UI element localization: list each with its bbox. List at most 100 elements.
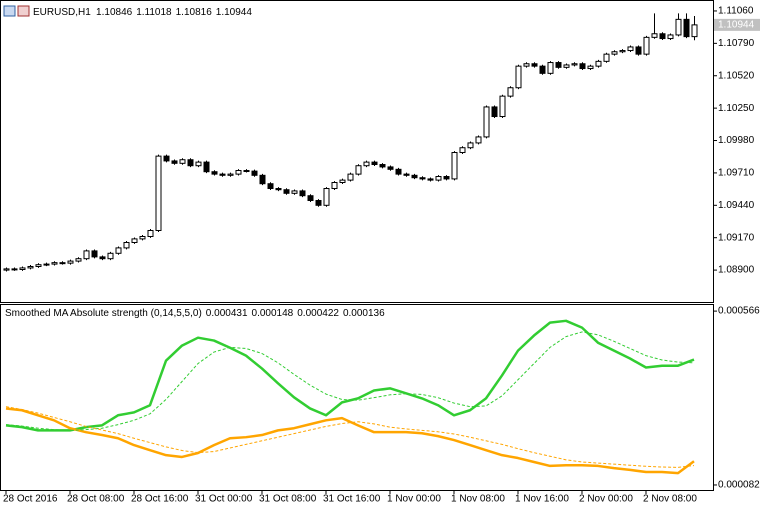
price-header: EURUSD,H1 1.10846 1.11018 1.10816 1.10944	[33, 7, 252, 18]
window-icon[interactable]	[3, 5, 30, 17]
candle-body	[587, 65, 594, 70]
x-tick-label: 31 Oct 08:00	[259, 494, 317, 505]
header-open: 1.10846	[96, 7, 133, 18]
y-tick-label: 1.10250	[718, 103, 755, 114]
candle-body	[451, 152, 458, 180]
candle-body	[243, 170, 250, 173]
candle-body	[267, 183, 274, 190]
candle-body	[379, 164, 386, 168]
header-low: 1.10816	[176, 7, 213, 18]
candle-body	[139, 235, 146, 240]
candle-body	[147, 229, 154, 237]
candle-body	[171, 160, 178, 164]
candle-body	[283, 189, 290, 194]
indicator-value: 0.000431	[206, 308, 248, 319]
candle-body	[683, 18, 690, 38]
x-tick-label: 2 Nov 00:00	[579, 494, 633, 505]
candle-body	[35, 264, 42, 267]
candle-body	[59, 262, 66, 265]
indicator-value: 0.000422	[297, 308, 339, 319]
candle-body	[131, 238, 138, 243]
candle-body	[339, 179, 346, 184]
indicator-value: 0.000136	[343, 308, 385, 319]
candle-body	[651, 33, 658, 38]
y-tick-label: 0.000082	[718, 480, 760, 491]
candle-body	[467, 142, 474, 149]
candle-body	[75, 258, 82, 262]
candle-body	[483, 106, 490, 138]
candle-body	[411, 174, 418, 179]
y-tick-label: 1.09170	[718, 232, 755, 243]
x-tick-label: 28 Oct 08:00	[67, 494, 125, 505]
candle-body	[99, 256, 106, 260]
x-tick-label: 31 Oct 00:00	[195, 494, 253, 505]
x-tick-label: 1 Nov 08:00	[451, 494, 505, 505]
candle-body	[331, 182, 338, 190]
candle-body	[571, 63, 578, 66]
candle-body	[459, 147, 466, 154]
x-tick-label: 1 Nov 16:00	[515, 494, 569, 505]
candle-body	[531, 63, 538, 67]
candle-body	[43, 263, 50, 266]
candle-body	[51, 262, 58, 265]
candle-body	[691, 24, 698, 38]
current-price-label: 1.10944	[718, 20, 755, 31]
candle-body	[123, 241, 130, 249]
candle-body	[515, 65, 522, 89]
candle-body	[235, 170, 242, 175]
strength-line	[5, 319, 695, 432]
candle-body	[107, 252, 114, 260]
candle-body	[523, 63, 530, 67]
y-tick-label: 1.09980	[718, 135, 755, 146]
candle-body	[547, 62, 554, 74]
candle-body	[323, 188, 330, 206]
candle-body	[435, 176, 442, 181]
symbol: EURUSD,H1	[33, 7, 91, 18]
candle-body	[499, 95, 506, 118]
candle-body	[555, 62, 562, 68]
candle-body	[211, 171, 218, 175]
candle-body	[315, 200, 322, 206]
candle-body	[163, 155, 170, 162]
icon-flag[interactable]	[17, 5, 30, 17]
candle-body	[291, 190, 298, 194]
candle-body	[427, 178, 434, 181]
signal-line	[5, 331, 695, 431]
candle-body	[179, 159, 186, 164]
candle-body	[11, 268, 18, 271]
indicator-title: Smoothed MA Absolute strength (0,14,5,5,…	[5, 308, 202, 319]
y-tick-label: 1.11060	[718, 6, 754, 17]
candle-body	[659, 33, 666, 40]
candle-body	[227, 173, 234, 176]
x-tick-label: 31 Oct 16:00	[323, 494, 381, 505]
strength-line	[5, 407, 695, 475]
y-tick-label: 1.10520	[718, 70, 755, 81]
candle-body	[635, 46, 642, 55]
candle-body	[155, 155, 162, 231]
y-tick-label: 1.08900	[718, 265, 755, 276]
current-price-box	[714, 18, 760, 31]
candle-body	[611, 51, 618, 55]
candle-body	[27, 265, 34, 269]
candle-body	[355, 165, 362, 175]
indicator-header: Smoothed MA Absolute strength (0,14,5,5,…	[5, 308, 385, 319]
x-tick-label: 2 Nov 08:00	[643, 494, 697, 505]
candle-body	[563, 64, 570, 68]
candle-body	[115, 247, 122, 254]
price-panel-frame	[0, 0, 714, 303]
candle-body	[299, 190, 306, 197]
candle-body	[603, 53, 610, 62]
icon-frame[interactable]	[3, 5, 16, 17]
candle-body	[195, 161, 202, 167]
signal-line	[5, 406, 695, 468]
candle-body	[83, 250, 90, 260]
candle-body	[3, 268, 10, 271]
candle-body	[91, 250, 98, 258]
candle-body	[203, 161, 210, 173]
candle-body	[67, 260, 74, 264]
candle-body	[579, 63, 586, 70]
candle-body	[667, 34, 674, 40]
candle-body	[251, 170, 258, 176]
candle-body	[619, 50, 626, 53]
